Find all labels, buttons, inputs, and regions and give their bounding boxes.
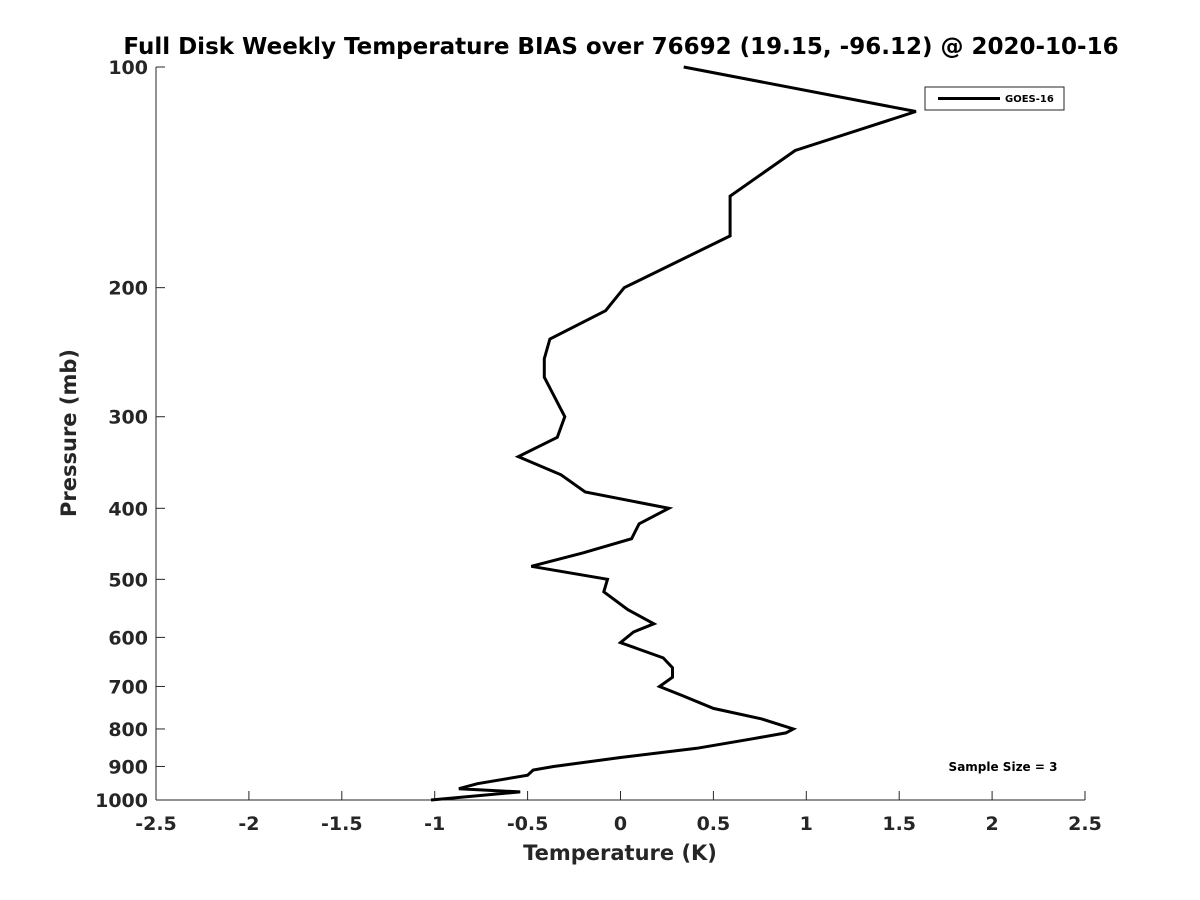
x-axis-ticks: -2.5 -2 -1.5 -1 -0.5 0 0.5 1 1.5 2 2.5 [135,791,1102,835]
y-tick-label: 600 [108,627,148,649]
x-tick-label: 2 [985,813,998,835]
x-tick-label: 0.5 [697,813,731,835]
y-axis-label: Pressure (mb) [57,349,81,517]
x-tick-label: 1 [800,813,813,835]
data-series [430,65,917,802]
x-tick-label: 0 [614,813,627,835]
x-tick-label: -1.5 [321,813,363,835]
x-tick-label: -0.5 [507,813,549,835]
x-tick-label: 2.5 [1068,813,1102,835]
x-tick-label: -1 [424,813,445,835]
y-tick-label: 800 [108,719,148,741]
y-tick-label: 200 [108,278,148,300]
chart-title: Full Disk Weekly Temperature BIAS over 7… [123,34,1118,60]
series-line-goes-16 [430,65,917,802]
y-tick-label: 1000 [95,790,148,812]
x-axis-label: Temperature (K) [523,841,717,865]
x-tick-label: 1.5 [882,813,916,835]
y-tick-label: 100 [108,57,148,79]
x-tick-label: -2 [238,813,259,835]
y-tick-label: 900 [108,756,148,778]
y-tick-label: 700 [108,676,148,698]
y-axis-ticks: 100 200 300 400 500 600 700 800 900 1000 [95,57,165,812]
legend-label-goes-16: GOES-16 [1005,94,1054,105]
sample-size-annotation: Sample Size = 3 [949,760,1058,774]
y-tick-label: 300 [108,407,148,429]
y-tick-label: 500 [108,569,148,591]
legend: GOES-16 [924,86,1065,111]
x-tick-label: -2.5 [135,813,177,835]
y-tick-label: 400 [108,498,148,520]
